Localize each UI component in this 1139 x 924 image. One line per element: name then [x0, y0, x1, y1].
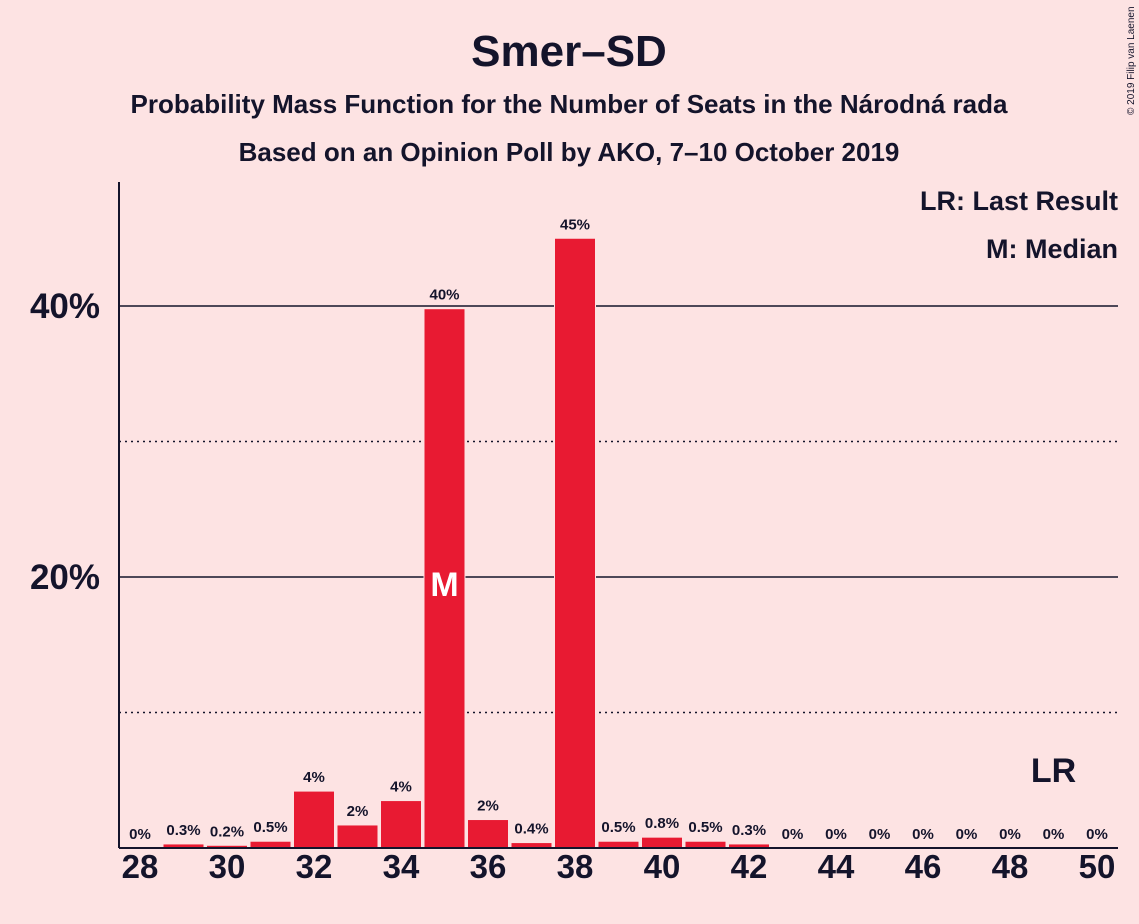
bar — [467, 819, 509, 849]
value-label: 0% — [1043, 826, 1065, 843]
value-label: 0% — [782, 826, 804, 843]
median-marker: M — [430, 566, 458, 604]
value-label: 40% — [429, 287, 459, 304]
value-label: 45% — [560, 216, 590, 233]
y-tick-label: 20% — [30, 558, 100, 597]
value-label: 2% — [347, 803, 369, 820]
value-label: 0% — [869, 826, 891, 843]
legend-last-result: LR: Last Result — [920, 186, 1118, 216]
chart-subtitle-2: Based on an Opinion Poll by AKO, 7–10 Oc… — [239, 137, 900, 167]
x-tick-label: 48 — [992, 848, 1029, 885]
chart-subtitle: Probability Mass Function for the Number… — [131, 89, 1008, 119]
x-tick-label: 44 — [818, 848, 855, 885]
value-label: 0.3% — [166, 822, 200, 839]
value-labels: 0% 0.3% 0.2% 0.5% 4% 2% 4% 40% 2% 0.4% 45% 0.5% 0.8%… — [129, 216, 1108, 843]
value-label: 0% — [956, 826, 978, 843]
value-label: 4% — [303, 769, 325, 786]
x-tick-label: 50 — [1079, 848, 1116, 885]
y-tick-label: 40% — [30, 287, 100, 326]
bar — [380, 800, 422, 849]
gridlines — [119, 305, 1118, 714]
bar — [597, 840, 640, 849]
value-label: 0.2% — [210, 823, 244, 840]
value-label: 0% — [825, 826, 847, 843]
x-tick-label: 28 — [122, 848, 159, 885]
value-label: 0.8% — [645, 815, 679, 832]
value-label: 0.5% — [601, 819, 635, 836]
value-label: 0.4% — [514, 821, 548, 838]
bar — [249, 840, 292, 849]
bar — [336, 824, 379, 849]
bar — [554, 237, 596, 849]
x-tick-label: 36 — [470, 848, 507, 885]
bar — [641, 836, 683, 849]
chart-title: Smer–SD — [471, 27, 667, 76]
value-label: 4% — [390, 779, 412, 796]
x-tick-label: 40 — [644, 848, 681, 885]
x-tick-label: 38 — [557, 848, 594, 885]
value-label: 0% — [129, 826, 151, 843]
x-tick-label: 42 — [731, 848, 768, 885]
value-label: 0.5% — [253, 819, 287, 836]
x-tick-label: 46 — [905, 848, 942, 885]
x-tick-label: 32 — [296, 848, 333, 885]
axes: 28 30 32 34 36 38 40 42 44 46 48 50 20% 40% — [30, 182, 1118, 885]
value-label: 0% — [999, 826, 1021, 843]
bars — [162, 237, 770, 849]
legend-median: M: Median — [986, 234, 1118, 264]
value-label: 0.3% — [732, 822, 766, 839]
x-tick-label: 30 — [209, 848, 246, 885]
value-label: 0.5% — [688, 819, 722, 836]
last-result-marker: LR — [1031, 752, 1076, 790]
bar — [293, 790, 335, 849]
copyright-text: © 2019 Filip van Laenen — [1126, 6, 1137, 115]
value-label: 0% — [912, 826, 934, 843]
value-label: 0% — [1086, 826, 1108, 843]
value-label: 2% — [477, 798, 499, 815]
bar — [684, 840, 727, 849]
x-tick-label: 34 — [383, 848, 420, 885]
